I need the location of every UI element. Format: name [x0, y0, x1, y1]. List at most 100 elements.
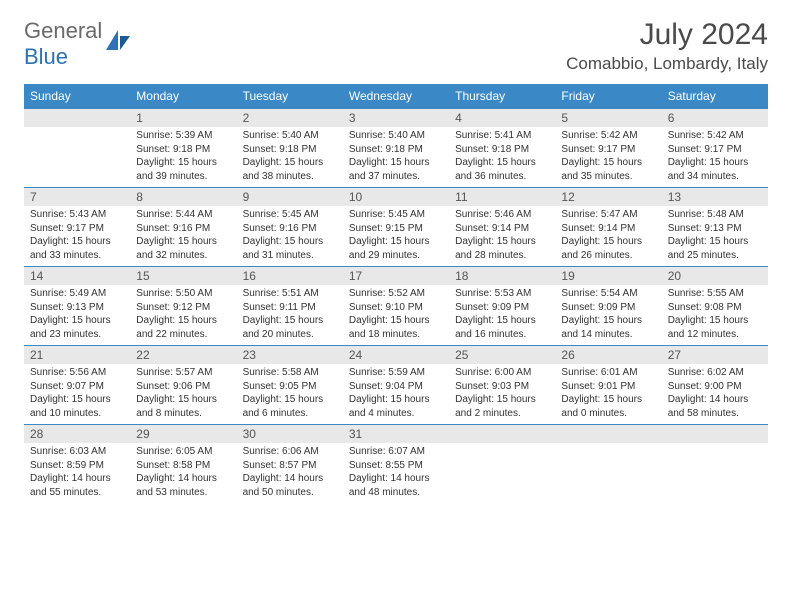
day-details: Sunrise: 5:40 AMSunset: 9:18 PMDaylight:…	[237, 127, 343, 187]
calendar-cell: 10Sunrise: 5:45 AMSunset: 9:15 PMDayligh…	[343, 188, 449, 267]
location-text: Comabbio, Lombardy, Italy	[566, 54, 768, 74]
calendar-cell	[662, 425, 768, 504]
weekday-header: Thursday	[449, 84, 555, 109]
calendar-cell: 4Sunrise: 5:41 AMSunset: 9:18 PMDaylight…	[449, 109, 555, 188]
sunset-line: Sunset: 8:55 PM	[349, 459, 443, 473]
day-details: Sunrise: 5:45 AMSunset: 9:15 PMDaylight:…	[343, 206, 449, 266]
sunrise-line: Sunrise: 6:07 AM	[349, 445, 443, 459]
daylight-line: Daylight: 15 hours and 28 minutes.	[455, 235, 549, 262]
day-number: 31	[343, 425, 449, 443]
daylight-line: Daylight: 15 hours and 6 minutes.	[243, 393, 337, 420]
sunset-line: Sunset: 9:14 PM	[561, 222, 655, 236]
sunset-line: Sunset: 9:17 PM	[668, 143, 762, 157]
sunrise-line: Sunrise: 5:46 AM	[455, 208, 549, 222]
day-details: Sunrise: 5:44 AMSunset: 9:16 PMDaylight:…	[130, 206, 236, 266]
calendar-cell: 30Sunrise: 6:06 AMSunset: 8:57 PMDayligh…	[237, 425, 343, 504]
day-details: Sunrise: 5:57 AMSunset: 9:06 PMDaylight:…	[130, 364, 236, 424]
day-number: 3	[343, 109, 449, 127]
daylight-line: Daylight: 15 hours and 14 minutes.	[561, 314, 655, 341]
day-details: Sunrise: 5:48 AMSunset: 9:13 PMDaylight:…	[662, 206, 768, 266]
calendar-cell: 1Sunrise: 5:39 AMSunset: 9:18 PMDaylight…	[130, 109, 236, 188]
sunrise-line: Sunrise: 5:43 AM	[30, 208, 124, 222]
day-number: 14	[24, 267, 130, 285]
sunset-line: Sunset: 9:12 PM	[136, 301, 230, 315]
calendar-cell: 14Sunrise: 5:49 AMSunset: 9:13 PMDayligh…	[24, 267, 130, 346]
daylight-line: Daylight: 15 hours and 23 minutes.	[30, 314, 124, 341]
daylight-line: Daylight: 15 hours and 10 minutes.	[30, 393, 124, 420]
calendar-cell: 15Sunrise: 5:50 AMSunset: 9:12 PMDayligh…	[130, 267, 236, 346]
day-number: 4	[449, 109, 555, 127]
sunrise-line: Sunrise: 5:39 AM	[136, 129, 230, 143]
day-number: 26	[555, 346, 661, 364]
day-number: 2	[237, 109, 343, 127]
sunrise-line: Sunrise: 5:49 AM	[30, 287, 124, 301]
daylight-line: Daylight: 15 hours and 4 minutes.	[349, 393, 443, 420]
calendar-cell: 7Sunrise: 5:43 AMSunset: 9:17 PMDaylight…	[24, 188, 130, 267]
sunrise-line: Sunrise: 5:54 AM	[561, 287, 655, 301]
brand-text: General Blue	[24, 18, 102, 70]
sunrise-line: Sunrise: 5:47 AM	[561, 208, 655, 222]
day-details: Sunrise: 5:56 AMSunset: 9:07 PMDaylight:…	[24, 364, 130, 424]
empty-day	[555, 425, 661, 443]
day-number: 25	[449, 346, 555, 364]
calendar-cell: 23Sunrise: 5:58 AMSunset: 9:05 PMDayligh…	[237, 346, 343, 425]
sunrise-line: Sunrise: 5:56 AM	[30, 366, 124, 380]
calendar-row: 1 Sunrise: 5:39 AMSunset: 9:18 PM Daylight…	[24, 109, 768, 188]
sunrise-line: Sunrise: 6:01 AM	[561, 366, 655, 380]
daylight-line: Daylight: 15 hours and 29 minutes.	[349, 235, 443, 262]
sunset-line: Sunset: 9:17 PM	[30, 222, 124, 236]
calendar-cell: 25Sunrise: 6:00 AMSunset: 9:03 PMDayligh…	[449, 346, 555, 425]
sunrise-line: Sunrise: 5:42 AM	[668, 129, 762, 143]
sunrise-line: Sunrise: 5:44 AM	[136, 208, 230, 222]
calendar-row: 21Sunrise: 5:56 AMSunset: 9:07 PMDayligh…	[24, 346, 768, 425]
sunset-line: Sunset: 9:13 PM	[30, 301, 124, 315]
empty-day	[449, 425, 555, 443]
calendar-cell: 17Sunrise: 5:52 AMSunset: 9:10 PMDayligh…	[343, 267, 449, 346]
day-details: Sunrise: 5:49 AMSunset: 9:13 PMDaylight:…	[24, 285, 130, 345]
sunset-line: Sunset: 9:15 PM	[349, 222, 443, 236]
weekday-header: Saturday	[662, 84, 768, 109]
calendar-cell: 28Sunrise: 6:03 AMSunset: 8:59 PMDayligh…	[24, 425, 130, 504]
daylight-line: Daylight: 15 hours and 0 minutes.	[561, 393, 655, 420]
calendar-cell	[24, 109, 130, 188]
day-details: Sunrise: 6:05 AMSunset: 8:58 PMDaylight:…	[130, 443, 236, 503]
sunrise-line: Sunrise: 6:05 AM	[136, 445, 230, 459]
day-number: 30	[237, 425, 343, 443]
daylight-line: Daylight: 15 hours and 35 minutes.	[561, 156, 655, 183]
day-number: 13	[662, 188, 768, 206]
sunset-line: Sunset: 9:18 PM	[136, 143, 230, 157]
calendar-cell: 8Sunrise: 5:44 AMSunset: 9:16 PMDaylight…	[130, 188, 236, 267]
day-details: Sunrise: 5:51 AMSunset: 9:11 PMDaylight:…	[237, 285, 343, 345]
day-details: Sunrise: 5:59 AMSunset: 9:04 PMDaylight:…	[343, 364, 449, 424]
sunrise-line: Sunrise: 5:42 AM	[561, 129, 655, 143]
sunrise-line: Sunrise: 5:40 AM	[243, 129, 337, 143]
sunrise-line: Sunrise: 5:50 AM	[136, 287, 230, 301]
day-number: 6	[662, 109, 768, 127]
day-details: Sunrise: 6:06 AMSunset: 8:57 PMDaylight:…	[237, 443, 343, 503]
weekday-header: Monday	[130, 84, 236, 109]
day-details: Sunrise: 5:42 AMSunset: 9:17 PMDaylight:…	[662, 127, 768, 187]
calendar-cell: 16Sunrise: 5:51 AMSunset: 9:11 PMDayligh…	[237, 267, 343, 346]
sunrise-line: Sunrise: 5:53 AM	[455, 287, 549, 301]
sunrise-line: Sunrise: 5:45 AM	[349, 208, 443, 222]
calendar-row: 28Sunrise: 6:03 AMSunset: 8:59 PMDayligh…	[24, 425, 768, 504]
day-number: 19	[555, 267, 661, 285]
sunrise-line: Sunrise: 5:40 AM	[349, 129, 443, 143]
calendar-cell: 12Sunrise: 5:47 AMSunset: 9:14 PMDayligh…	[555, 188, 661, 267]
day-details: Sunrise: 5:55 AMSunset: 9:08 PMDaylight:…	[662, 285, 768, 345]
daylight-line: Daylight: 15 hours and 36 minutes.	[455, 156, 549, 183]
brand-logo: General Blue	[24, 18, 132, 70]
day-details: Sunrise: 6:02 AMSunset: 9:00 PMDaylight:…	[662, 364, 768, 424]
daylight-line: Daylight: 15 hours and 12 minutes.	[668, 314, 762, 341]
day-number: 15	[130, 267, 236, 285]
sunset-line: Sunset: 9:03 PM	[455, 380, 549, 394]
sunrise-line: Sunrise: 5:55 AM	[668, 287, 762, 301]
daylight-line: Daylight: 14 hours and 48 minutes.	[349, 472, 443, 499]
day-number: 1	[130, 109, 236, 127]
calendar-cell: 27Sunrise: 6:02 AMSunset: 9:00 PMDayligh…	[662, 346, 768, 425]
calendar-body: 1 Sunrise: 5:39 AMSunset: 9:18 PM Daylight…	[24, 109, 768, 504]
sunset-line: Sunset: 9:13 PM	[668, 222, 762, 236]
calendar-cell: 22Sunrise: 5:57 AMSunset: 9:06 PMDayligh…	[130, 346, 236, 425]
day-details: Sunrise: 5:52 AMSunset: 9:10 PMDaylight:…	[343, 285, 449, 345]
calendar-cell: 29Sunrise: 6:05 AMSunset: 8:58 PMDayligh…	[130, 425, 236, 504]
